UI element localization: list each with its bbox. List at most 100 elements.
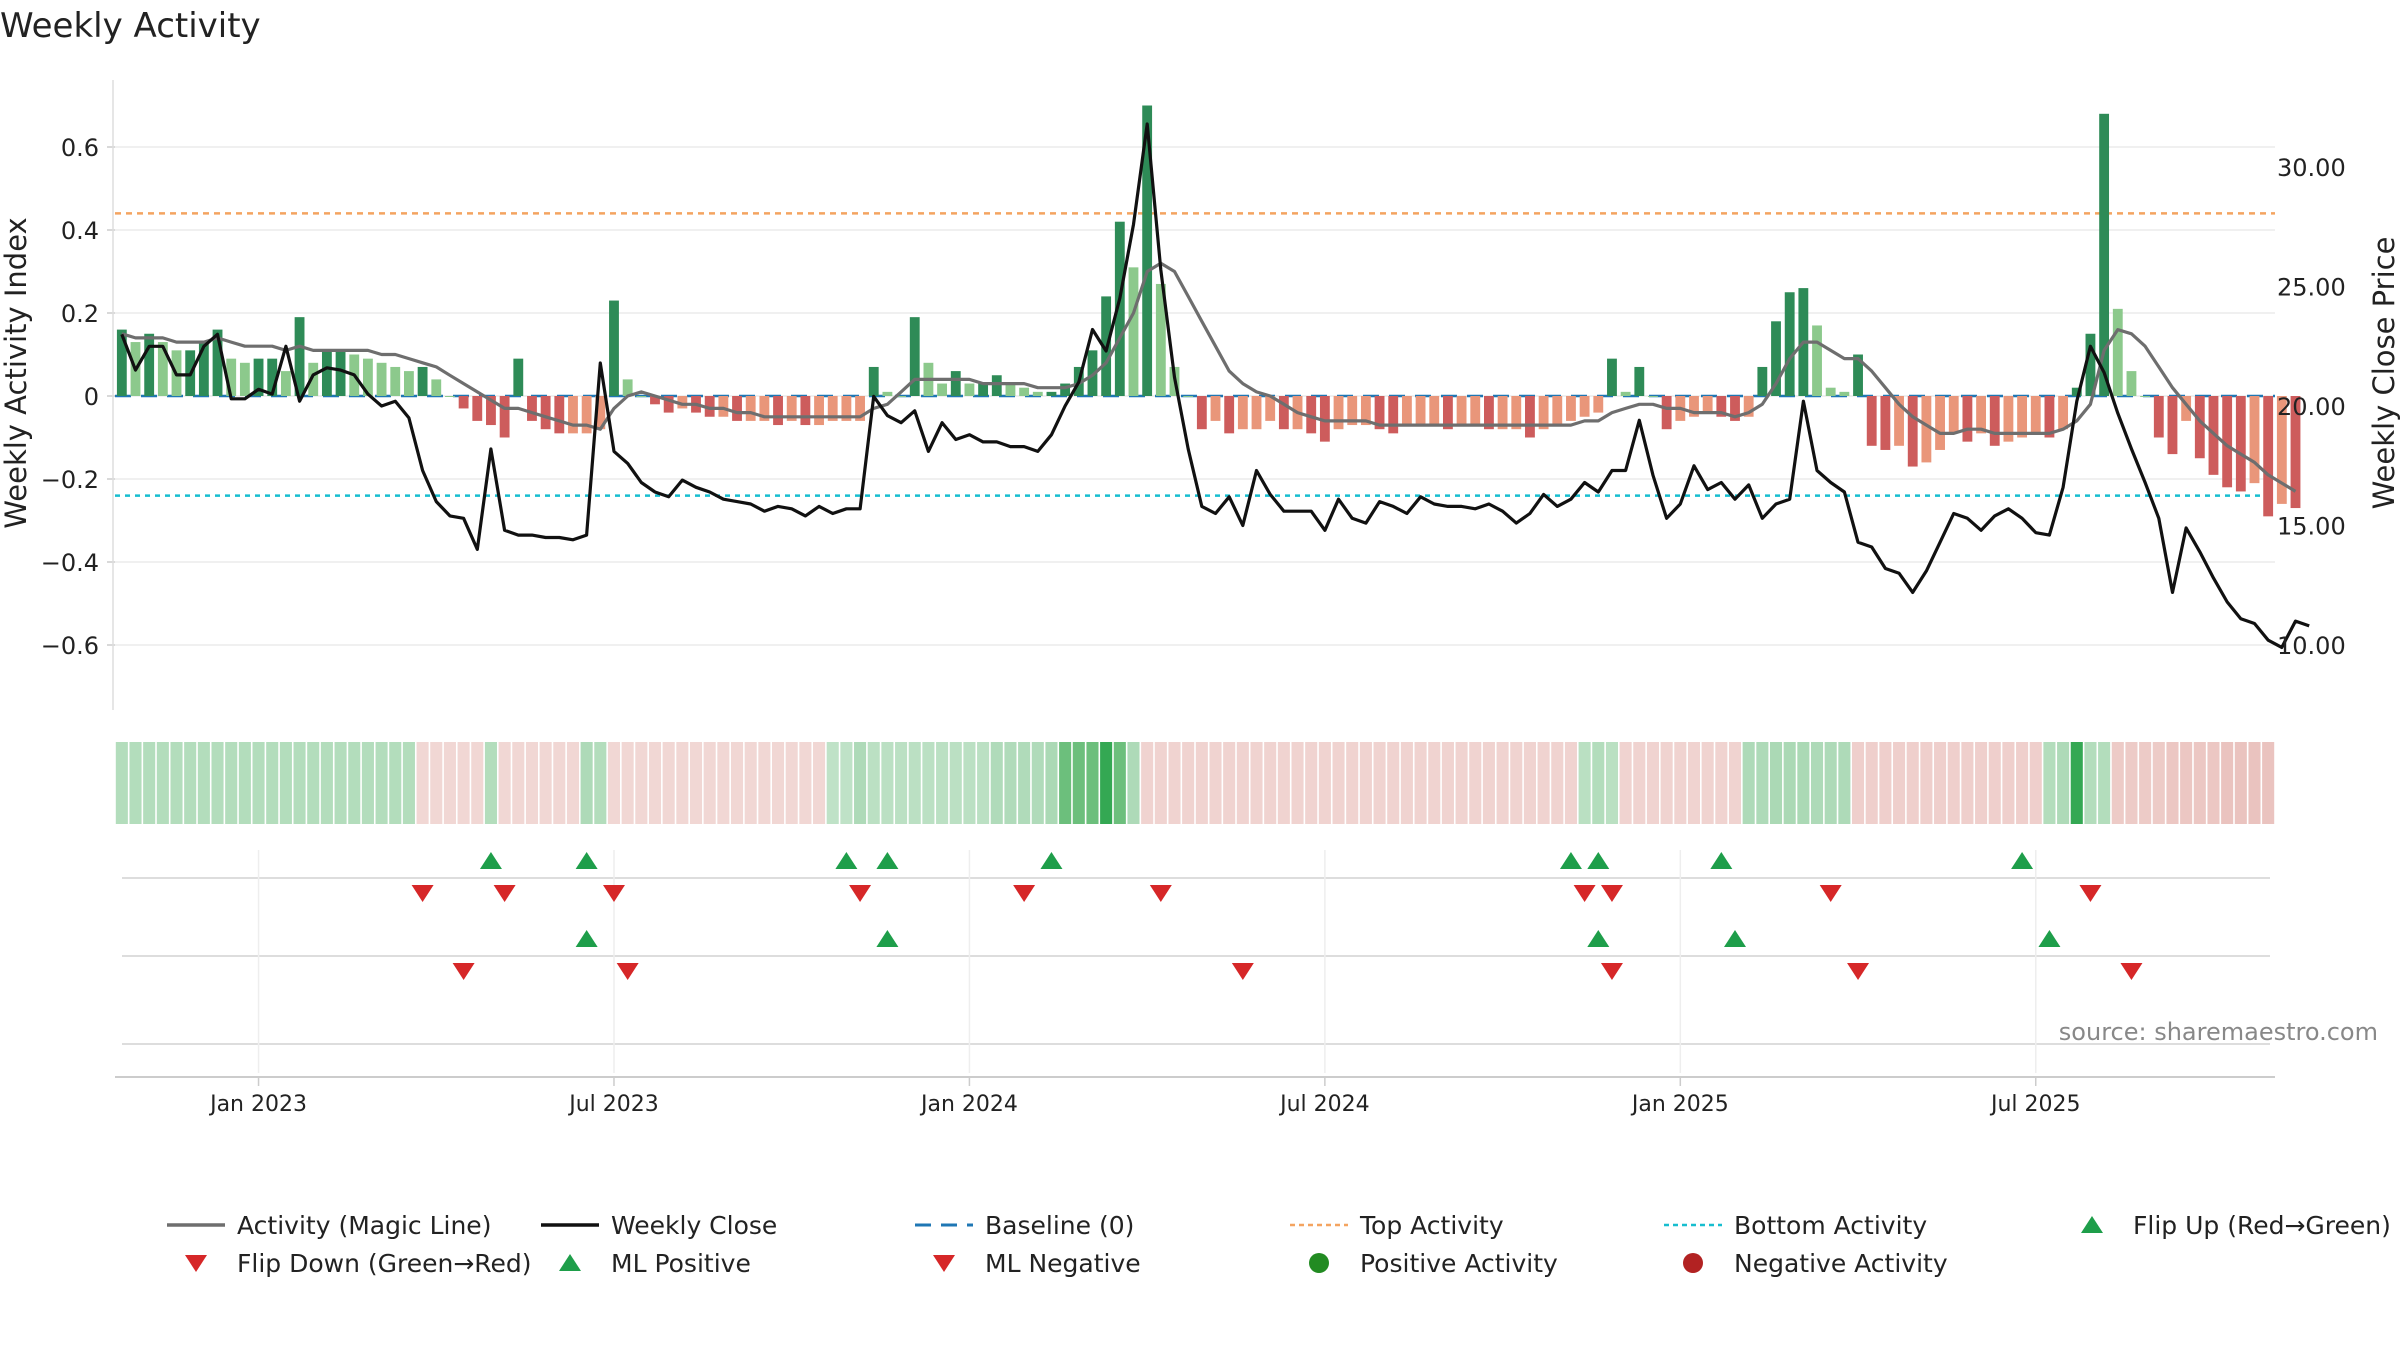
strip-cell <box>813 742 826 824</box>
strip-cell <box>1004 742 1017 824</box>
strip-cell <box>881 742 894 824</box>
legend-item: Top Activity <box>1290 1211 1504 1240</box>
activity-bar <box>390 366 401 396</box>
strip-cell <box>2139 742 2152 824</box>
ml-negative-marker <box>1231 963 1254 980</box>
flip-down-marker <box>411 885 434 902</box>
strip-cell <box>1264 742 1277 824</box>
strip-cell <box>1865 742 1878 824</box>
activity-bar <box>1730 396 1740 421</box>
legend-label: Weekly Close <box>611 1211 777 1240</box>
activity-bar <box>1812 325 1822 396</box>
strip-cell <box>936 742 949 824</box>
activity-bar <box>718 396 729 417</box>
strip-cell <box>963 742 976 824</box>
reference-lines <box>115 212 2275 497</box>
activity-bar <box>1401 396 1412 426</box>
strip-cell <box>1551 742 1564 824</box>
activity-bar <box>486 396 496 426</box>
activity-bar <box>1155 283 1166 396</box>
activity-bar <box>253 358 264 396</box>
activity-bar <box>1743 396 1754 417</box>
activity-bar <box>1183 396 1194 397</box>
strip-cell <box>1250 742 1263 824</box>
flip-up-marker <box>876 852 899 869</box>
activity-bar <box>732 396 742 421</box>
activity-bar <box>1484 396 1494 430</box>
activity-bar <box>1456 396 1467 426</box>
activity-bar <box>2153 396 2164 438</box>
strip-cell <box>1961 742 1974 824</box>
y-tick-label: −0.2 <box>41 466 99 494</box>
y2-tick-label: 15.00 <box>2277 513 2346 541</box>
activity-bar <box>2181 396 2192 421</box>
strip-cell <box>2234 742 2247 824</box>
activity-bar <box>144 333 155 396</box>
source-note: source: sharemaestro.com <box>2059 1018 2378 1046</box>
strip-cell <box>1154 742 1167 824</box>
ml-positive-marker <box>1587 930 1610 947</box>
activity-bar <box>1962 396 1973 442</box>
strip-cell <box>1100 742 1113 824</box>
activity-bar <box>1388 396 1399 434</box>
strip-cell <box>1523 742 1536 824</box>
strip-cell <box>1332 742 1345 824</box>
activity-bar <box>814 396 824 426</box>
activity-bar <box>1415 396 1426 426</box>
activity-bar <box>1839 391 1850 396</box>
strip-cell <box>2084 742 2097 824</box>
activity-bar <box>376 362 387 396</box>
strip-cell <box>717 742 730 824</box>
flip-up-marker <box>1587 852 1610 869</box>
strip-cell <box>2016 742 2029 824</box>
activity-bar <box>294 317 305 396</box>
y-tick-label: −0.6 <box>41 632 99 660</box>
activity-bar <box>2235 396 2246 492</box>
activity-bar <box>1360 396 1371 426</box>
activity-bar <box>1046 391 1057 396</box>
y-tick-label: 0.4 <box>61 217 99 245</box>
activity-bar <box>2263 396 2274 517</box>
strip-cell <box>1906 742 1919 824</box>
strip-cell <box>1920 742 1933 824</box>
activity-bar <box>909 317 920 396</box>
strip-cell <box>197 742 210 824</box>
x-tick-label: Jul 2025 <box>1989 1092 2081 1117</box>
strip-cell <box>498 742 511 824</box>
flip-up-marker <box>1559 852 1582 869</box>
activity-bar <box>499 396 510 438</box>
strip-cell <box>1742 742 1755 824</box>
activity-bar <box>2017 396 2028 438</box>
activity-bar <box>1607 358 1617 396</box>
y2-axis-label: Weekly Close Price <box>2367 237 2400 510</box>
activity-bar <box>2140 396 2151 397</box>
ml-negative-marker <box>616 963 639 980</box>
activity-bar <box>636 396 647 397</box>
activity-bar <box>1114 221 1125 396</box>
activity-bar <box>759 396 770 421</box>
strip-cell <box>772 742 785 824</box>
activity-bar <box>1648 396 1658 397</box>
strip-cell <box>635 742 648 824</box>
activity-bar <box>1716 396 1727 417</box>
activity-bar <box>1825 387 1836 396</box>
flip-down-marker <box>1600 885 1623 902</box>
legend-swatch <box>933 1255 955 1272</box>
activity-bar <box>417 366 428 396</box>
strip-cell <box>580 742 593 824</box>
activity-bar <box>1251 396 1262 430</box>
strip-cell <box>1223 742 1236 824</box>
activity-bar <box>1128 267 1139 396</box>
strip-cell <box>1209 742 1222 824</box>
activity-bar <box>1757 366 1768 396</box>
strip-cell <box>1127 742 1140 824</box>
activity-bar <box>1347 396 1358 426</box>
strip-cell <box>402 742 415 824</box>
strip-cell <box>143 742 156 824</box>
strip-cell <box>744 742 757 824</box>
activity-bar <box>1278 396 1289 430</box>
activity-bar <box>2290 396 2301 509</box>
strip-cell <box>170 742 183 824</box>
activity-bars <box>116 105 2301 517</box>
legend-swatch <box>1683 1253 1703 1273</box>
